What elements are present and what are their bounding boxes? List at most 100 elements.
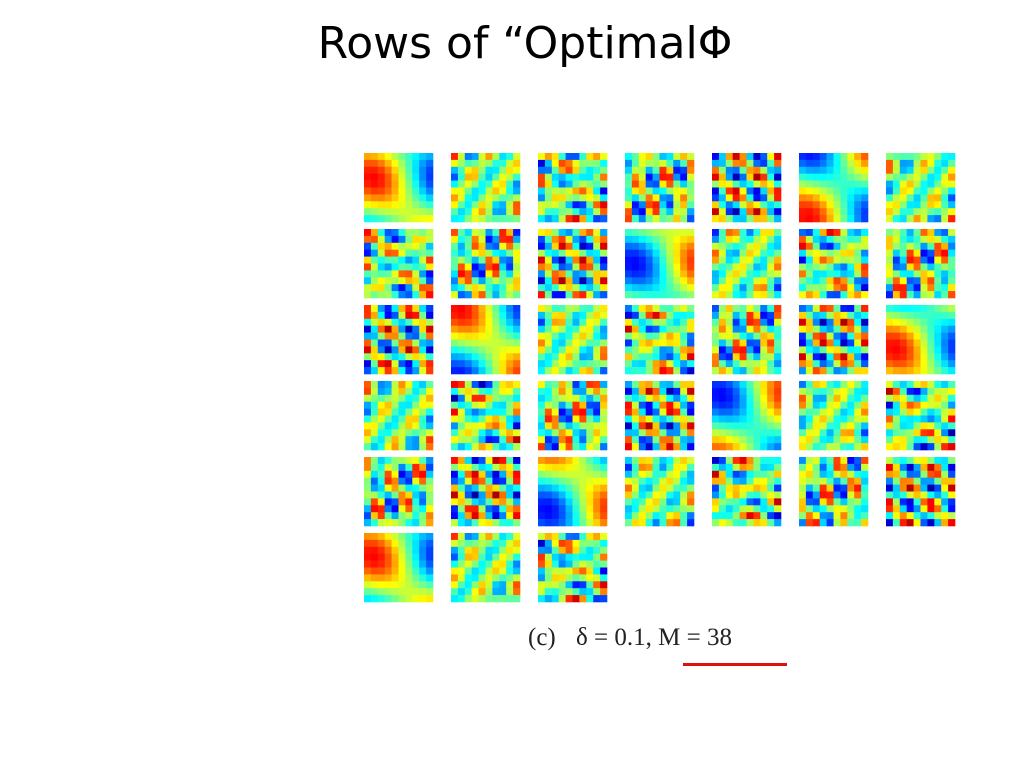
tile-cell [861, 208, 869, 216]
tile-cell [593, 180, 601, 188]
tile-cell [398, 553, 406, 561]
tile-cell [492, 318, 500, 326]
tile-cell [725, 201, 733, 209]
tile-cell [718, 429, 727, 437]
tile-cell [753, 491, 761, 499]
figure-label: (c) [528, 624, 556, 651]
tile-cell [687, 235, 695, 244]
tile-cell [551, 159, 559, 168]
tile-cell [405, 588, 413, 596]
tile-cell [927, 325, 935, 333]
tile-cell [478, 477, 486, 485]
tile-cell [451, 305, 459, 313]
tile-cell [457, 429, 466, 437]
tile-cell [538, 180, 546, 188]
tile-cell [412, 249, 420, 257]
tile-cell [593, 401, 601, 409]
tile-cell [732, 325, 740, 333]
tile-cell [513, 588, 521, 596]
tile-cell [464, 463, 472, 472]
tile-cell [753, 284, 761, 292]
tile-cell [906, 159, 914, 168]
tile-cell [377, 318, 385, 326]
tile-cell [419, 484, 427, 492]
tile-cell [572, 353, 580, 361]
tile-cell [391, 166, 399, 174]
tile-cell [767, 235, 775, 244]
tile-cell [565, 159, 573, 168]
tile-cell [625, 519, 633, 527]
tile-cell [819, 484, 827, 492]
tile-cell [840, 180, 848, 188]
tile-cell [565, 353, 573, 361]
tile-cell [513, 318, 521, 326]
tile-cell [405, 574, 413, 582]
tile-cell [712, 436, 720, 444]
tile-cell [886, 367, 894, 375]
tile-cell [377, 408, 385, 416]
tile-cell [451, 215, 459, 223]
tile-cell [753, 457, 761, 465]
tile-cell [638, 249, 646, 257]
tile-cell [625, 284, 633, 292]
tile-cell [625, 512, 633, 520]
tile-cell [913, 284, 921, 292]
tile-cell [725, 429, 733, 437]
tile-cell [492, 353, 500, 361]
tile-cell [948, 173, 956, 181]
tile-cell [659, 394, 667, 402]
tile-cell [426, 588, 434, 596]
tile-cell [377, 229, 385, 237]
tile-cell [687, 436, 695, 444]
tile-cell [391, 346, 399, 354]
tile-cell [631, 408, 640, 416]
tile-cell [774, 263, 782, 271]
tile-cell [558, 491, 566, 499]
tile-cell [760, 360, 768, 368]
tile-cell [799, 519, 807, 527]
tile-cell [513, 574, 521, 582]
tile-cell [854, 367, 862, 375]
tile-cell [377, 180, 385, 188]
tile-cell [666, 470, 674, 478]
tile-cell [631, 491, 640, 499]
tile-cell [593, 187, 601, 195]
tile-cell [712, 491, 720, 499]
tile-cell [712, 229, 720, 237]
tile-cell [579, 429, 587, 437]
tile-cell [819, 429, 827, 437]
tile-cell [370, 519, 379, 527]
tile-cell [899, 477, 907, 485]
tile-cell [492, 533, 500, 541]
tile-cell [405, 291, 413, 299]
tile-cell [819, 353, 827, 361]
tile-cell [774, 153, 782, 161]
tile-cell [920, 387, 928, 396]
tile-cell [419, 422, 427, 430]
tile-cell [840, 470, 848, 478]
tile-cell [799, 394, 807, 402]
tile-cell [805, 159, 814, 168]
tile-cell [419, 159, 427, 168]
tile-cell [774, 422, 782, 430]
tile-cell [913, 229, 921, 237]
tile-cell [833, 325, 841, 333]
tile-cell [492, 346, 500, 354]
tile-cell [364, 270, 372, 278]
tile-cell [854, 463, 862, 472]
tile-cell [538, 291, 546, 299]
tile-cell [426, 394, 434, 402]
tile-cell [812, 360, 820, 368]
tile-cell [492, 235, 500, 244]
tile-cell [854, 512, 862, 520]
tile-cell [774, 470, 782, 478]
tile-cell [680, 346, 688, 354]
tile-cell [377, 415, 385, 423]
tile-cell [861, 284, 869, 292]
tile-cell [551, 436, 559, 444]
tile-cell [739, 215, 747, 223]
tile-cell [377, 443, 385, 451]
tile-cell [478, 457, 486, 465]
tile-cell [398, 249, 406, 257]
tile-cell [732, 311, 740, 320]
